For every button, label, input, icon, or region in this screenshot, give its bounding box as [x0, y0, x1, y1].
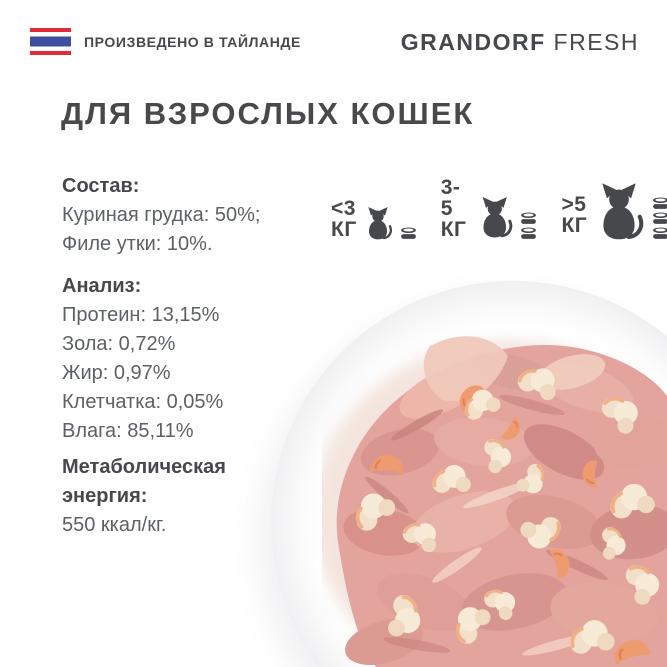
brand-logo: GRANDORF FRESH — [401, 29, 639, 56]
composition-line: Филе утки: 10%. — [62, 233, 213, 255]
analysis-heading: Анализ: — [62, 275, 142, 297]
can-stack — [651, 197, 667, 240]
analysis-line: Клетчатка: 0,05% — [62, 391, 224, 413]
feeding-group-3-5kg: 3-5 КГ — [441, 177, 539, 240]
cat-icon — [593, 182, 645, 240]
cat-icon — [481, 195, 513, 239]
can-icon — [653, 212, 667, 224]
made-in-label: ПРОИЗВЕДЕНО В ТАЙЛАНДЕ — [84, 33, 301, 50]
energy-heading: Метаболическая — [62, 456, 226, 478]
analysis-line: Влага: 85,11% — [62, 420, 194, 442]
feeding-group-under-3kg: <3 КГ — [331, 198, 418, 240]
composition-section: Состав: Куриная грудка: 50%; Филе утки: … — [62, 172, 261, 259]
analysis-line: Протеин: 13,15% — [62, 304, 220, 326]
can-icon — [521, 212, 537, 224]
can-icon — [653, 197, 667, 209]
brand-name: GRANDORF — [400, 29, 546, 55]
brand-suffix: FRESH — [553, 29, 639, 55]
cat-food-photo — [322, 336, 667, 667]
can-stack — [519, 212, 538, 240]
can-icon — [653, 227, 667, 239]
composition-heading: Состав: — [62, 175, 140, 197]
composition-line: Куриная грудка: 50%; — [62, 204, 261, 226]
can-stack — [399, 227, 418, 240]
thailand-flag-icon — [30, 28, 71, 55]
weight-label: <3 КГ — [331, 197, 357, 241]
page-title: ДЛЯ ВЗРОСЛЫХ КОШЕК — [61, 96, 475, 131]
feeding-group-over-5kg: >5 КГ — [561, 182, 667, 240]
energy-heading: энергия: — [62, 485, 148, 507]
cat-icon — [366, 206, 392, 240]
analysis-section: Анализ: Протеин: 13,15% Зола: 0,72% Жир:… — [62, 272, 223, 446]
analysis-line: Жир: 0,97% — [62, 362, 171, 384]
energy-value: 550 ккал/кг. — [62, 514, 167, 536]
weight-label: 3-5 КГ — [440, 176, 467, 241]
can-icon — [400, 227, 416, 239]
analysis-line: Зола: 0,72% — [62, 333, 176, 355]
feeding-guide: <3 КГ 3-5 КГ >5 КГ — [331, 165, 667, 240]
energy-section: Метаболическая энергия: 550 ккал/кг. — [62, 453, 226, 540]
can-icon — [521, 227, 537, 239]
weight-label: >5 КГ — [561, 193, 588, 237]
